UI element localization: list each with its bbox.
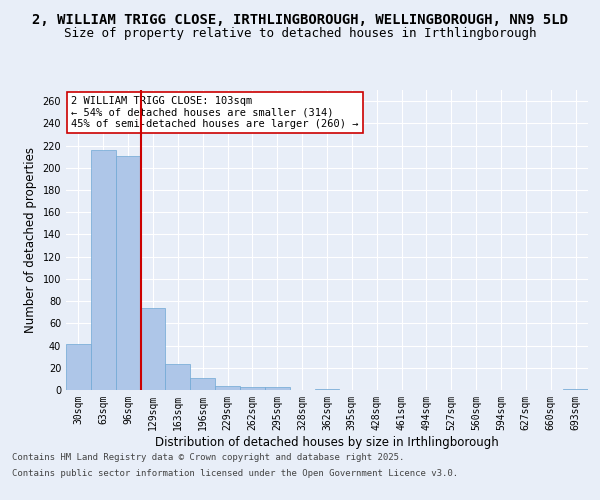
Bar: [215, 386, 240, 390]
Bar: [240, 386, 265, 390]
Bar: [66, 344, 91, 390]
Bar: [116, 156, 140, 390]
Bar: [314, 389, 340, 390]
Text: 2 WILLIAM TRIGG CLOSE: 103sqm
← 54% of detached houses are smaller (314)
45% of : 2 WILLIAM TRIGG CLOSE: 103sqm ← 54% of d…: [71, 96, 359, 129]
Bar: [563, 389, 588, 390]
Bar: [166, 364, 190, 390]
Text: Size of property relative to detached houses in Irthlingborough: Size of property relative to detached ho…: [64, 28, 536, 40]
Bar: [265, 386, 290, 390]
Text: Contains HM Land Registry data © Crown copyright and database right 2025.: Contains HM Land Registry data © Crown c…: [12, 454, 404, 462]
Bar: [91, 150, 116, 390]
Text: Contains public sector information licensed under the Open Government Licence v3: Contains public sector information licen…: [12, 468, 458, 477]
Y-axis label: Number of detached properties: Number of detached properties: [24, 147, 37, 333]
Bar: [190, 378, 215, 390]
X-axis label: Distribution of detached houses by size in Irthlingborough: Distribution of detached houses by size …: [155, 436, 499, 448]
Bar: [140, 308, 166, 390]
Text: 2, WILLIAM TRIGG CLOSE, IRTHLINGBOROUGH, WELLINGBOROUGH, NN9 5LD: 2, WILLIAM TRIGG CLOSE, IRTHLINGBOROUGH,…: [32, 12, 568, 26]
